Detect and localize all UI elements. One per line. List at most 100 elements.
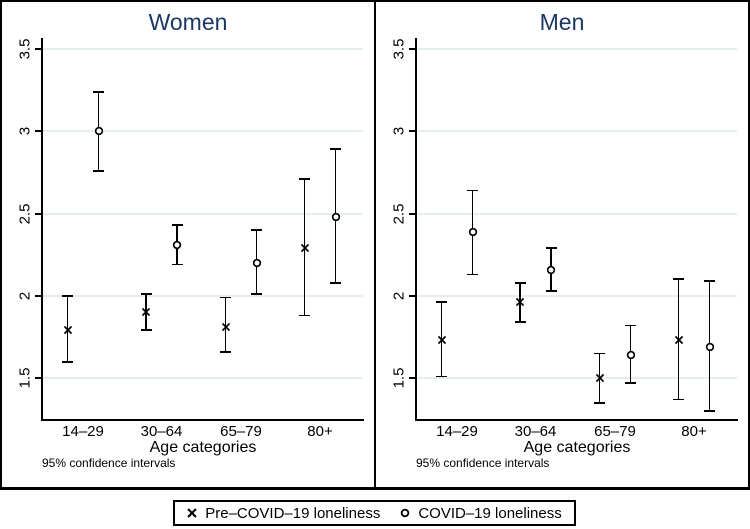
marker-x-icon [63, 326, 72, 335]
ci-cap-upper [514, 281, 526, 284]
frame-right [748, 0, 750, 490]
y-tick [35, 377, 42, 380]
y-axis [415, 38, 417, 421]
legend-label: COVID–19 loneliness [418, 504, 562, 522]
ci-cap-lower [467, 273, 478, 276]
gridline [416, 130, 737, 133]
ci-cap-upper [62, 294, 73, 297]
y-tick [409, 130, 416, 133]
ci-cap-upper [467, 189, 478, 192]
y-tick-label: 2 [16, 291, 34, 301]
marker-x-icon [221, 323, 230, 332]
panel-women: Women 1.5 2 2.5 3 3.5 14–29 30–64 65–79 80+ Age ca… [2, 0, 374, 490]
marker-x-icon [516, 298, 525, 307]
ci-cap-lower [330, 281, 341, 284]
ci-cap-upper [299, 178, 310, 180]
marker-circle-icon [252, 258, 262, 268]
marker-circle-icon [705, 342, 715, 352]
gridline [42, 212, 363, 215]
x-tick-label: 65–79 [220, 423, 262, 440]
gridline [42, 377, 363, 380]
marker-circle-icon [331, 212, 341, 222]
panel-title: Women [148, 9, 228, 35]
y-tick-label: 3 [390, 127, 408, 136]
frame-left [0, 0, 2, 490]
marker-x-icon [437, 336, 446, 345]
x-tick-label: 80+ [681, 423, 707, 440]
ci-cap-upper [330, 148, 341, 151]
y-tick-label: 3.5 [390, 38, 408, 60]
ci-cap-lower [220, 350, 231, 353]
marker-x-icon [142, 308, 151, 317]
x-axis-title: Age categories [523, 439, 631, 456]
y-axis [41, 38, 43, 421]
ci-cap-upper [93, 90, 104, 93]
y-tick [35, 212, 42, 215]
gridline [416, 294, 737, 297]
x-axis-title: Age categories [149, 439, 257, 456]
x-tick-label: 30–64 [140, 423, 183, 440]
ci-cap-upper [140, 293, 152, 296]
x-tick-label: 30–64 [514, 423, 557, 440]
ci-cap-lower [299, 314, 310, 317]
gridline [42, 294, 363, 297]
gridline [416, 377, 737, 380]
x-axis [415, 419, 738, 421]
panel-title: Men [539, 9, 585, 35]
y-tick-label: 1.5 [16, 367, 34, 389]
ci-cap-lower [62, 360, 73, 363]
x-tick-label: 80+ [307, 423, 333, 440]
marker-circle-icon [468, 227, 478, 237]
marker-x-icon [595, 374, 604, 383]
ci-note: 95% confidence intervals [42, 456, 176, 470]
gridline [416, 48, 737, 50]
y-tick-label: 3 [16, 127, 34, 136]
legend: Pre–COVID–19 loneliness COVID–19 loneline… [173, 500, 576, 526]
ci-cap-upper [545, 247, 557, 249]
ci-note: 95% confidence intervals [416, 456, 550, 470]
ci-cap-upper [251, 229, 262, 231]
x-tick-label: 14–29 [436, 423, 478, 440]
panel-divider [374, 0, 376, 490]
ci-cap-upper [220, 296, 231, 299]
ci-cap-lower [625, 382, 636, 384]
y-tick-label: 1.5 [390, 367, 408, 389]
ci-cap-lower [514, 321, 526, 324]
gridline [42, 48, 363, 50]
ci-cap-lower [594, 401, 605, 404]
y-tick-label: 3.5 [16, 38, 34, 60]
y-tick [35, 48, 42, 50]
x-axis [41, 419, 364, 421]
y-tick [409, 294, 416, 297]
legend-label: Pre–COVID–19 loneliness [205, 504, 381, 522]
ci-cap-upper [594, 352, 605, 355]
marker-x-icon [300, 244, 309, 253]
gridline [42, 130, 363, 133]
y-tick-label: 2.5 [16, 203, 34, 225]
ci-cap-upper [436, 301, 447, 304]
y-tick-label: 2.5 [390, 203, 408, 225]
marker-circle-icon [546, 265, 556, 275]
ci-cap-lower [171, 263, 183, 266]
ci-cap-lower [140, 329, 152, 332]
ci-cap-lower [545, 289, 557, 292]
ci-cap-lower [673, 398, 684, 401]
y-tick [409, 48, 416, 50]
y-tick [409, 377, 416, 380]
legend-entry: COVID–19 loneliness [400, 504, 562, 522]
plot-region: Women 1.5 2 2.5 3 3.5 14–29 30–64 65–79 80+ Age ca… [0, 0, 750, 490]
ci-bar [66, 295, 69, 362]
ci-bar [224, 297, 227, 352]
marker-x-icon [674, 336, 683, 345]
y-tick [409, 212, 416, 215]
x-tick-label: 65–79 [594, 423, 636, 440]
ci-cap-upper [625, 324, 636, 327]
ci-cap-lower [93, 169, 104, 172]
marker-circle-icon [172, 240, 182, 250]
ci-cap-upper [171, 224, 183, 226]
ci-cap-lower [436, 375, 447, 378]
x-tick-label: 14–29 [62, 423, 104, 440]
y-tick-label: 2 [390, 291, 408, 301]
y-tick [35, 130, 42, 133]
